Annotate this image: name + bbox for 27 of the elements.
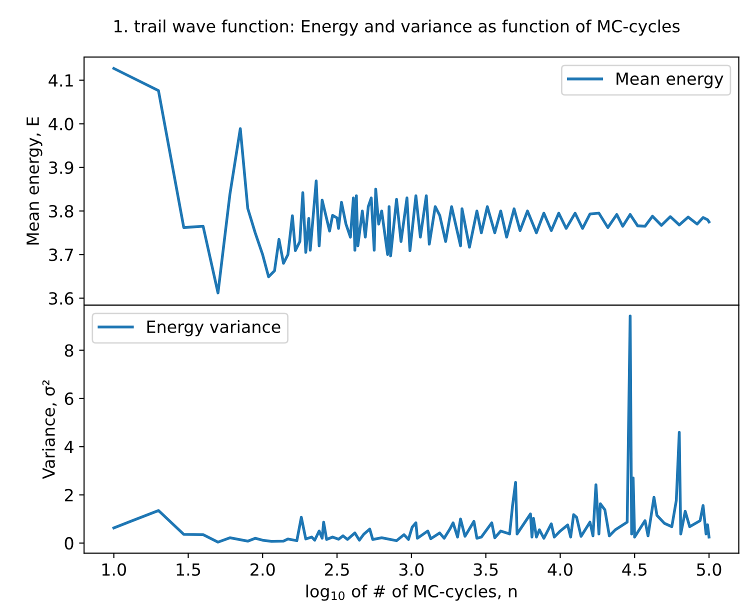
y-tick-label: 4.0 — [48, 118, 74, 130]
y-axis-title: Mean energy, E — [26, 117, 42, 244]
x-tick-label: 4.5 — [622, 563, 646, 576]
y-tick-label: 2 — [64, 488, 73, 502]
y-axis-title: Variance, σ² — [42, 380, 57, 479]
x-tick-label: 2.5 — [325, 563, 349, 576]
legend-label: Energy variance — [147, 320, 280, 336]
y-tick-label: 4 — [64, 440, 74, 453]
x-tick-label: 3.5 — [474, 563, 498, 576]
x-tick-label: 3.0 — [399, 563, 424, 576]
y-tick-label: 0 — [64, 537, 74, 550]
y-tick-label: 3.7 — [49, 248, 73, 262]
legend-label: Mean energy — [616, 72, 724, 88]
x-tick-label: 4.0 — [548, 563, 572, 576]
y-tick-label: 3.8 — [49, 204, 74, 218]
y-tick-label: 8 — [64, 344, 74, 357]
x-tick-label: 1.5 — [176, 563, 200, 576]
x-tick-label: 2.0 — [250, 563, 275, 576]
x-axis-title: log$_{10}$ of # of MC-cycles, n — [306, 584, 517, 601]
y-tick-label: 6 — [64, 392, 74, 406]
y-tick-label: 3.6 — [49, 292, 74, 305]
line-series — [112, 314, 710, 544]
x-tick-label: 5.0 — [697, 563, 722, 576]
chart-title: 1. trail wave function: Energy and variance as function of MC-cycles — [114, 20, 680, 36]
y-tick-label: 4.1 — [48, 74, 73, 87]
y-tick-label: 3.9 — [49, 161, 74, 174]
x-tick-label: 1.0 — [102, 563, 126, 576]
